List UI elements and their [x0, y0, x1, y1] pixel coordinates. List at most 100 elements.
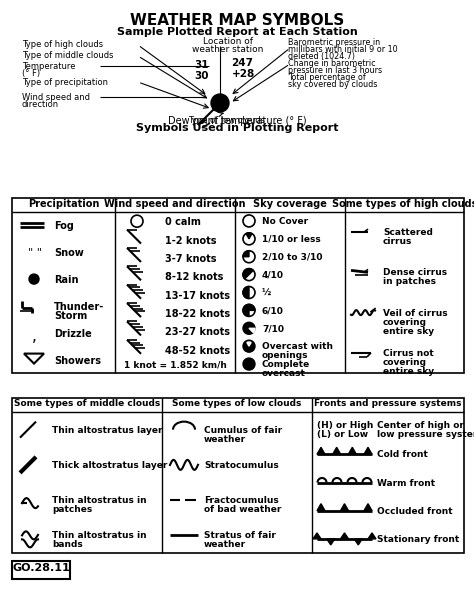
- Text: ,: ,: [32, 329, 36, 344]
- Text: Thin altostratus in: Thin altostratus in: [52, 531, 146, 541]
- Text: Cold front: Cold front: [377, 451, 428, 459]
- Polygon shape: [364, 447, 372, 454]
- Text: Veil of cirrus: Veil of cirrus: [383, 308, 447, 318]
- Text: Type of middle clouds: Type of middle clouds: [22, 51, 113, 60]
- Text: bands: bands: [52, 541, 83, 549]
- Text: millibars with initial 9 or 10: millibars with initial 9 or 10: [288, 45, 398, 54]
- Text: 8-12 knots: 8-12 knots: [165, 272, 223, 283]
- Text: pressure in last 3 hours: pressure in last 3 hours: [288, 66, 382, 75]
- Text: Barometric pressure in: Barometric pressure in: [288, 38, 380, 47]
- Text: overcast: overcast: [262, 369, 306, 378]
- Text: (H) or High: (H) or High: [317, 421, 374, 430]
- Text: Drizzle: Drizzle: [54, 329, 92, 339]
- Text: Type of low clouds: Type of low clouds: [188, 116, 265, 125]
- Text: Precipitation: Precipitation: [28, 199, 99, 209]
- Text: GO.28.11: GO.28.11: [12, 563, 70, 573]
- Bar: [12, 198, 464, 373]
- Text: Thunder-: Thunder-: [54, 302, 104, 312]
- Text: Type of precipitation: Type of precipitation: [22, 78, 108, 87]
- Text: sky covered by clouds: sky covered by clouds: [288, 80, 377, 89]
- Text: weather: weather: [204, 435, 246, 444]
- Polygon shape: [348, 447, 356, 454]
- Text: Snow: Snow: [54, 248, 84, 258]
- Text: 6/10: 6/10: [262, 306, 284, 316]
- Text: WEATHER MAP SYMBOLS: WEATHER MAP SYMBOLS: [130, 13, 344, 28]
- Text: Thick altostratus layer: Thick altostratus layer: [52, 461, 167, 470]
- Wedge shape: [243, 305, 255, 316]
- Wedge shape: [243, 251, 249, 257]
- Text: 30: 30: [194, 71, 209, 81]
- Circle shape: [243, 358, 255, 370]
- Text: 3-7 knots: 3-7 knots: [165, 254, 217, 264]
- Polygon shape: [368, 533, 376, 539]
- Text: Fronts and pressure systems: Fronts and pressure systems: [314, 399, 462, 408]
- Wedge shape: [243, 286, 249, 299]
- Text: 23-27 knots: 23-27 knots: [165, 327, 230, 337]
- Text: 1-2 knots: 1-2 knots: [165, 235, 217, 246]
- Text: Some types of high clouds: Some types of high clouds: [332, 199, 474, 209]
- Text: Type of high clouds: Type of high clouds: [22, 40, 103, 49]
- Text: Showers: Showers: [54, 356, 101, 365]
- Text: weather: weather: [204, 541, 246, 549]
- Circle shape: [211, 94, 229, 112]
- Text: low pressure system: low pressure system: [377, 430, 474, 439]
- Text: covering: covering: [383, 358, 427, 367]
- Text: 13-17 knots: 13-17 knots: [165, 291, 230, 301]
- Text: Complete: Complete: [262, 360, 310, 369]
- Text: Overcast with: Overcast with: [262, 342, 333, 351]
- Text: 0 calm: 0 calm: [165, 217, 201, 227]
- Bar: [12, 398, 464, 553]
- Text: 247: 247: [231, 58, 253, 68]
- Circle shape: [243, 322, 255, 334]
- Text: 1/10 or less: 1/10 or less: [262, 235, 321, 244]
- Text: (° F): (° F): [22, 69, 40, 78]
- Text: 4/10: 4/10: [262, 270, 284, 280]
- Circle shape: [29, 274, 39, 284]
- Text: Total percentage of: Total percentage of: [288, 73, 366, 82]
- Text: Some types of low clouds: Some types of low clouds: [173, 399, 301, 408]
- Polygon shape: [313, 533, 321, 539]
- Text: Cumulus of fair: Cumulus of fair: [204, 425, 282, 435]
- Polygon shape: [317, 504, 325, 511]
- Polygon shape: [333, 447, 341, 454]
- Text: Scattered: Scattered: [383, 228, 433, 237]
- Text: covering: covering: [383, 318, 427, 327]
- Text: Thin altostratus layer: Thin altostratus layer: [52, 425, 163, 435]
- Text: Sky coverage: Sky coverage: [253, 199, 327, 209]
- Text: 31: 31: [194, 60, 209, 70]
- Text: (L) or Low: (L) or Low: [317, 430, 368, 439]
- Text: Sample Plotted Report at Each Station: Sample Plotted Report at Each Station: [117, 27, 357, 37]
- Text: openings: openings: [262, 351, 309, 360]
- Polygon shape: [340, 533, 348, 539]
- Text: entire sky: entire sky: [383, 327, 434, 336]
- Text: Stationary front: Stationary front: [377, 535, 459, 544]
- Text: patches: patches: [52, 505, 92, 514]
- Polygon shape: [327, 539, 335, 545]
- Polygon shape: [364, 504, 372, 511]
- Text: Dew point temperature (° F): Dew point temperature (° F): [168, 116, 306, 126]
- Circle shape: [243, 340, 255, 352]
- Text: deleted (1024.7): deleted (1024.7): [288, 52, 355, 61]
- Text: " ": " ": [28, 248, 42, 258]
- Text: 1 knot = 1.852 km/h: 1 knot = 1.852 km/h: [124, 361, 227, 370]
- Text: Stratus of fair: Stratus of fair: [204, 531, 276, 541]
- Text: Rain: Rain: [54, 275, 79, 285]
- Text: Stratocumulus: Stratocumulus: [204, 461, 279, 470]
- Text: 18-22 knots: 18-22 knots: [165, 309, 230, 319]
- Text: Fractocumulus: Fractocumulus: [204, 496, 279, 505]
- Text: Some types of middle clouds: Some types of middle clouds: [14, 399, 160, 408]
- Text: Center of high or: Center of high or: [377, 421, 464, 430]
- Text: No Cover: No Cover: [262, 217, 308, 226]
- Text: entire sky: entire sky: [383, 367, 434, 376]
- Text: Thin altostratus in: Thin altostratus in: [52, 496, 146, 505]
- Wedge shape: [247, 342, 251, 346]
- Text: ½: ½: [262, 289, 271, 297]
- Text: Wind speed and direction: Wind speed and direction: [104, 199, 246, 209]
- Text: Cirrus not: Cirrus not: [383, 349, 434, 358]
- Polygon shape: [340, 504, 348, 511]
- Text: weather station: weather station: [192, 45, 264, 54]
- Text: cirrus: cirrus: [383, 237, 412, 246]
- Text: Temperature: Temperature: [22, 62, 75, 71]
- Text: Wind speed and: Wind speed and: [22, 93, 90, 102]
- Text: in patches: in patches: [383, 277, 436, 286]
